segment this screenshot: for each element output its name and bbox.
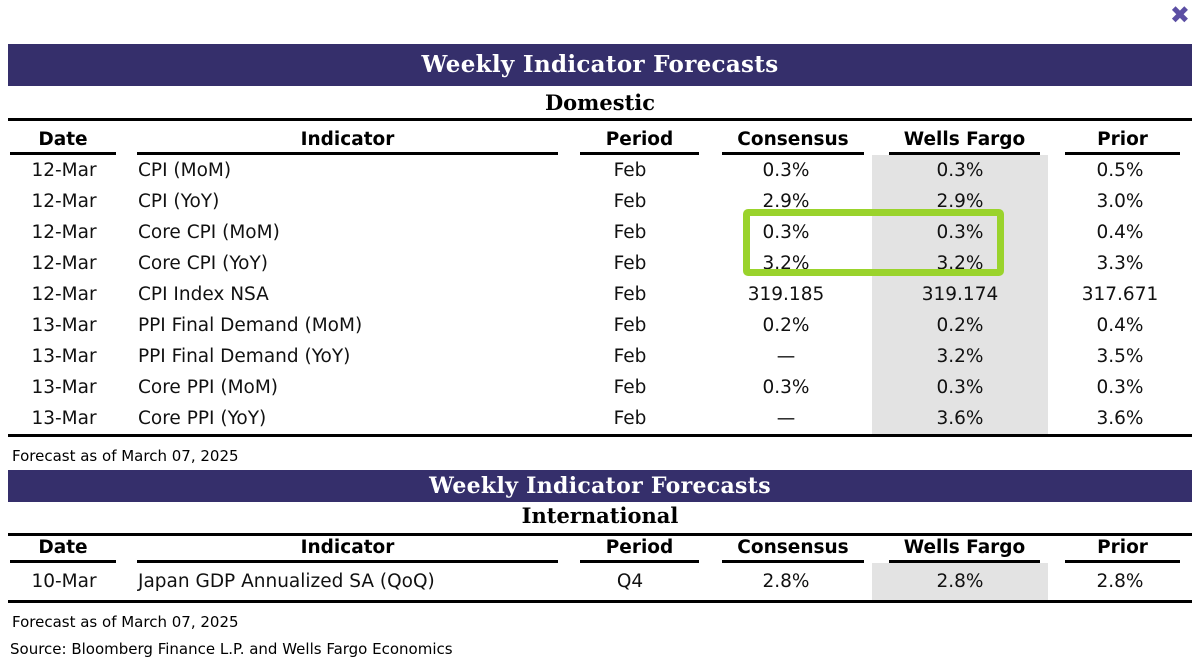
wells-fargo-cell: 319.174	[872, 279, 1048, 310]
indicator-cell: CPI (YoY)	[138, 191, 220, 212]
period-cell: Feb	[613, 315, 647, 336]
wells-fargo-cell: 2.9%	[872, 186, 1048, 217]
indicator-cell: Core PPI (YoY)	[138, 408, 267, 429]
table-row: 13-Mar Core PPI (MoM) Feb 0.3% 0.3% 0.3%	[8, 372, 1192, 403]
prior-cell: 0.5%	[1096, 160, 1144, 181]
wells-fargo-cell: 3.2%	[872, 248, 1048, 279]
table-row: 10-Mar Japan GDP Annualized SA (QoQ) Q4 …	[8, 563, 1192, 602]
wells-fargo-cell: 0.2%	[872, 310, 1048, 341]
prior-cell: 0.4%	[1096, 222, 1144, 243]
period-cell: Feb	[613, 408, 647, 429]
column-header-period: Period	[560, 535, 700, 563]
table-row: 12-Mar CPI (MoM) Feb 0.3% 0.3% 0.5%	[8, 155, 1192, 186]
date-cell: 12-Mar	[31, 284, 97, 305]
date-cell: 12-Mar	[31, 160, 97, 181]
indicator-cell: Core PPI (MoM)	[138, 377, 279, 398]
wells-fargo-cell: 0.3%	[872, 217, 1048, 248]
domestic-section-label: Domestic	[544, 90, 656, 115]
period-cell: Feb	[613, 284, 647, 305]
date-cell: 13-Mar	[31, 377, 97, 398]
prior-cell: 0.3%	[1096, 377, 1144, 398]
domestic-title: Weekly Indicator Forecasts	[421, 51, 779, 78]
prior-cell: 3.5%	[1096, 346, 1144, 367]
table-row: 12-Mar Core CPI (YoY) Feb 3.2% 3.2% 3.3%	[8, 248, 1192, 279]
international-header-row: Date Indicator Period Consensus Wells Fa…	[8, 535, 1192, 563]
domestic-header-row: Date Indicator Period Consensus Wells Fa…	[8, 120, 1192, 155]
consensus-cell: 2.9%	[762, 191, 810, 212]
period-cell: Feb	[613, 222, 647, 243]
indicator-cell: Core CPI (MoM)	[138, 222, 280, 243]
prior-cell: 2.8%	[1096, 571, 1144, 592]
column-header-prior: Prior	[1048, 535, 1192, 563]
wells-fargo-cell: 0.3%	[872, 155, 1048, 186]
consensus-cell: 0.3%	[762, 222, 810, 243]
date-cell: 10-Mar	[31, 571, 97, 592]
domestic-table: Date Indicator Period Consensus Wells Fa…	[8, 118, 1192, 437]
table-row: 12-Mar CPI Index NSA Feb 319.185 319.174…	[8, 279, 1192, 310]
date-cell: 12-Mar	[31, 191, 97, 212]
date-cell: 13-Mar	[31, 408, 97, 429]
period-cell: Feb	[613, 346, 647, 367]
prior-cell: 3.3%	[1096, 253, 1144, 274]
indicator-cell: PPI Final Demand (YoY)	[138, 346, 351, 367]
column-header-consensus: Consensus	[700, 535, 872, 563]
period-cell: Feb	[613, 191, 647, 212]
consensus-cell: 319.185	[747, 284, 825, 305]
close-icon[interactable]: ✖	[1169, 1, 1190, 29]
table-row: 12-Mar Core CPI (MoM) Feb 0.3% 0.3% 0.4%	[8, 217, 1192, 248]
prior-cell: 3.0%	[1096, 191, 1144, 212]
consensus-cell: 3.2%	[762, 253, 810, 274]
wells-fargo-cell: 3.2%	[872, 341, 1048, 372]
international-section-label: International	[521, 503, 679, 528]
table-row: 13-Mar Core PPI (YoY) Feb — 3.6% 3.6%	[8, 403, 1192, 436]
wells-fargo-cell: 0.3%	[872, 372, 1048, 403]
wells-fargo-cell: 2.8%	[872, 563, 1048, 602]
column-header-wells-fargo: Wells Fargo	[872, 120, 1048, 155]
column-header-period: Period	[560, 120, 700, 155]
source-attribution: Source: Bloomberg Finance L.P. and Wells…	[10, 640, 453, 658]
consensus-cell: 0.3%	[762, 160, 810, 181]
indicator-cell: Japan GDP Annualized SA (QoQ)	[138, 571, 435, 592]
domestic-title-band: Weekly Indicator Forecasts	[8, 44, 1192, 86]
period-cell: Feb	[613, 377, 647, 398]
consensus-cell: 0.2%	[762, 315, 810, 336]
prior-cell: 0.4%	[1096, 315, 1144, 336]
consensus-cell: 0.3%	[762, 377, 810, 398]
indicator-cell: PPI Final Demand (MoM)	[138, 315, 363, 336]
prior-cell: 3.6%	[1096, 408, 1144, 429]
column-header-indicator: Indicator	[120, 120, 560, 155]
domestic-footnote: Forecast as of March 07, 2025	[12, 447, 239, 465]
date-cell: 12-Mar	[31, 253, 97, 274]
indicator-cell: CPI Index NSA	[138, 284, 269, 305]
indicator-cell: CPI (MoM)	[138, 160, 232, 181]
column-header-prior: Prior	[1048, 120, 1192, 155]
table-row: 13-Mar PPI Final Demand (MoM) Feb 0.2% 0…	[8, 310, 1192, 341]
table-row: 12-Mar CPI (YoY) Feb 2.9% 2.9% 3.0%	[8, 186, 1192, 217]
consensus-cell: 2.8%	[762, 571, 810, 592]
international-title: Weekly Indicator Forecasts	[429, 473, 771, 499]
column-header-wells-fargo: Wells Fargo	[872, 535, 1048, 563]
date-cell: 13-Mar	[31, 315, 97, 336]
column-header-indicator: Indicator	[120, 535, 560, 563]
consensus-cell: —	[776, 408, 796, 429]
prior-cell: 317.671	[1081, 284, 1159, 305]
column-header-consensus: Consensus	[700, 120, 872, 155]
international-footnote: Forecast as of March 07, 2025	[12, 613, 239, 631]
international-title-band: Weekly Indicator Forecasts	[8, 470, 1192, 502]
period-cell: Feb	[613, 160, 647, 181]
date-cell: 13-Mar	[31, 346, 97, 367]
international-table: Date Indicator Period Consensus Wells Fa…	[8, 533, 1192, 603]
indicator-cell: Core CPI (YoY)	[138, 253, 269, 274]
column-header-date: Date	[8, 120, 120, 155]
column-header-date: Date	[8, 535, 120, 563]
consensus-cell: —	[776, 346, 796, 367]
period-cell: Q4	[616, 571, 644, 592]
table-row: 13-Mar PPI Final Demand (YoY) Feb — 3.2%…	[8, 341, 1192, 372]
wells-fargo-cell: 3.6%	[872, 403, 1048, 436]
period-cell: Feb	[613, 253, 647, 274]
date-cell: 12-Mar	[31, 222, 97, 243]
